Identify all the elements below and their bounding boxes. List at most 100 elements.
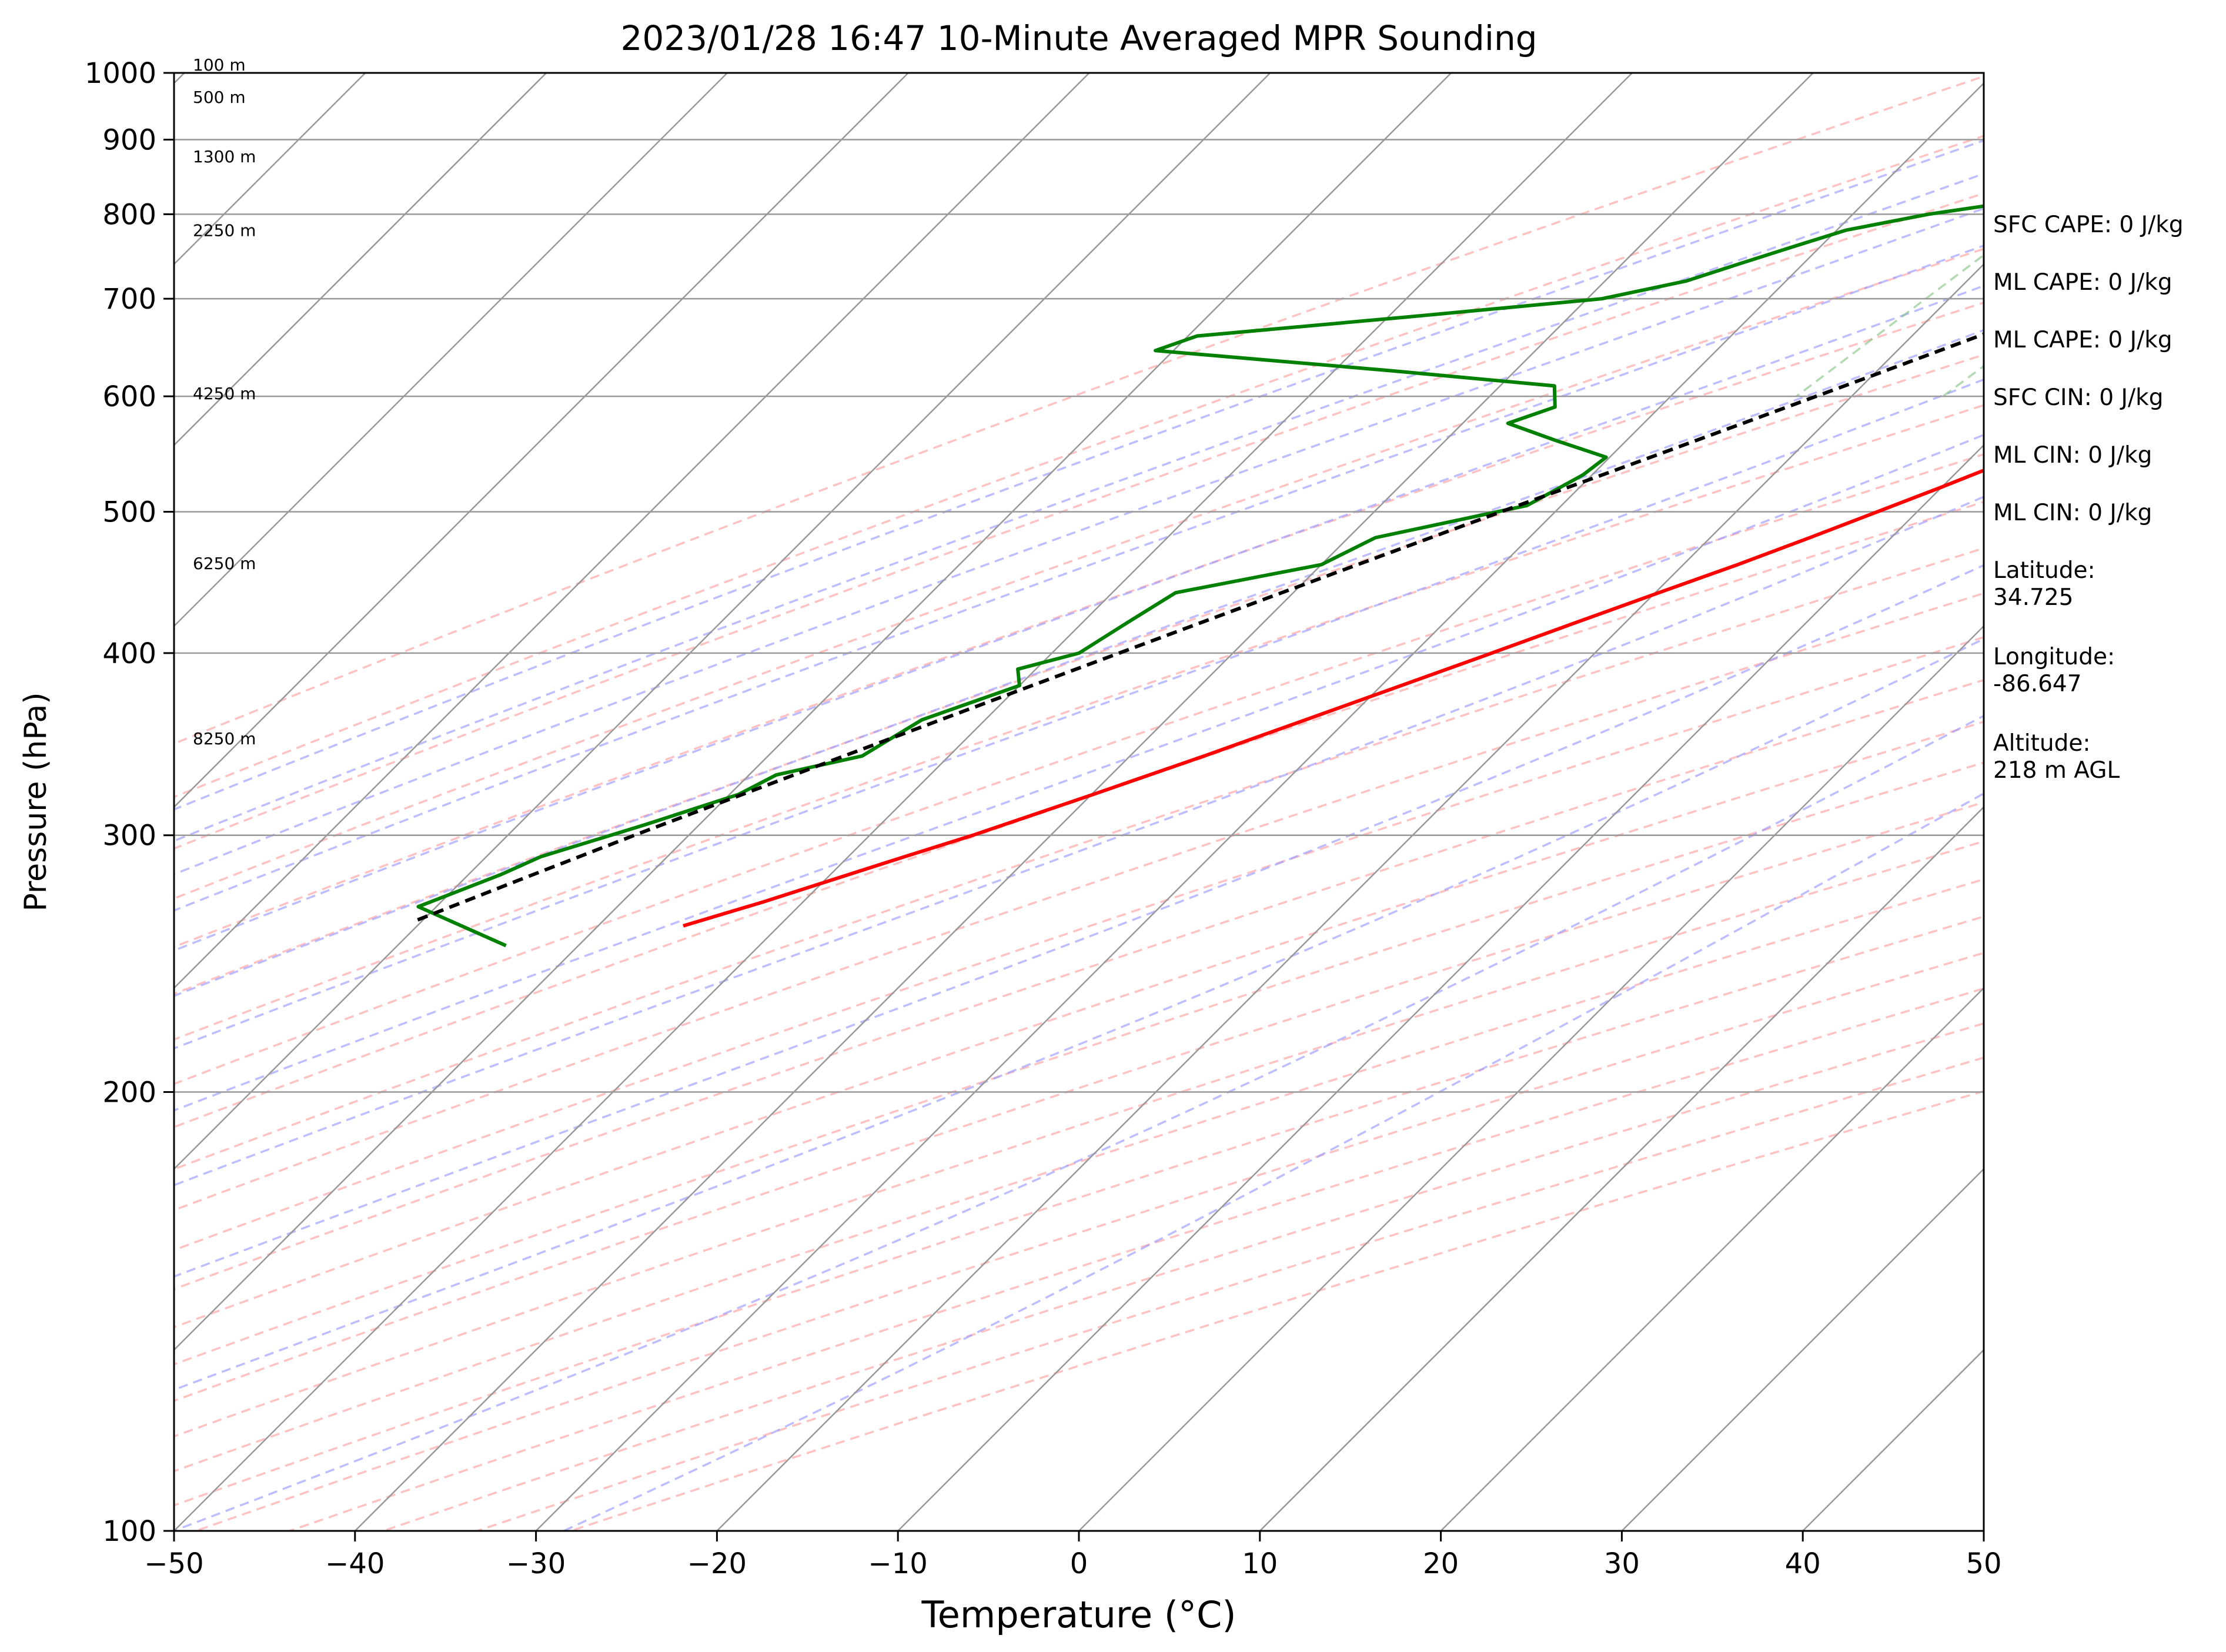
y-tick-label: 200 bbox=[102, 1076, 156, 1109]
x-tick-label: −20 bbox=[687, 1547, 747, 1580]
chart-title: 2023/01/28 16:47 10-Minute Averaged MPR … bbox=[620, 18, 1537, 58]
y-tick-label: 800 bbox=[102, 198, 156, 231]
dry-adiabat-line bbox=[174, 192, 1984, 850]
height-label: 8250 m bbox=[193, 729, 256, 748]
moist-adiabat-line bbox=[174, 714, 1984, 1531]
sfc-cin-text: SFC CIN: 0 J/kg bbox=[1993, 384, 2164, 412]
height-label: 4250 m bbox=[193, 384, 256, 403]
sounding-info-panel: SFC CAPE: 0 J/kg ML CAPE: 0 J/kg ML CAPE… bbox=[1993, 212, 2184, 815]
x-tick-label: 20 bbox=[1423, 1547, 1459, 1580]
dry-adiabat-line bbox=[174, 500, 1984, 1128]
x-tick-label: −30 bbox=[506, 1547, 566, 1580]
height-label: 1300 m bbox=[193, 147, 256, 166]
isotherm-line bbox=[174, 73, 1633, 1531]
isotherm-line bbox=[897, 444, 1984, 1531]
moist-adiabat-line bbox=[174, 172, 1984, 842]
isotherm-line bbox=[354, 73, 1814, 1531]
latitude-text: Latitude: 34.725 bbox=[1993, 557, 2095, 611]
x-axis: −50 −40 −30 −20 −10 0 10 20 30 40 50 bbox=[144, 1531, 2002, 1580]
ml-cape-text: ML CAPE: 0 J/kg bbox=[1993, 269, 2172, 296]
dry-adiabat-line bbox=[174, 353, 1984, 995]
moist-adiabat-line bbox=[174, 637, 1984, 1391]
dry-adiabat-line bbox=[174, 248, 1984, 900]
moist-adiabat-line bbox=[174, 139, 1984, 811]
dry-adiabat-line bbox=[174, 75, 1984, 745]
x-tick-label: −50 bbox=[144, 1547, 203, 1580]
isotherm-line bbox=[1259, 806, 1984, 1531]
ml-cape-text-2: ML CAPE: 0 J/kg bbox=[1993, 327, 2172, 354]
height-labels: 100 m 500 m 1300 m 2250 m 4250 m 6250 m 8250 m bbox=[193, 55, 256, 748]
dry-adiabat-line bbox=[174, 404, 1984, 1041]
dry-adiabat-line bbox=[174, 678, 1984, 1290]
dry-adiabat-line bbox=[289, 987, 1984, 1531]
y-tick-label: 700 bbox=[102, 283, 156, 316]
y-tick-label: 300 bbox=[102, 820, 156, 852]
x-tick-label: 30 bbox=[1604, 1547, 1640, 1580]
x-tick-label: 0 bbox=[1070, 1547, 1088, 1580]
dry-adiabat-line bbox=[174, 761, 1984, 1366]
isotherm-line bbox=[1440, 986, 1984, 1531]
plot-frame bbox=[173, 72, 1985, 1532]
dry-adiabat-line bbox=[174, 840, 1984, 1438]
dry-adiabat-line bbox=[174, 801, 1984, 1402]
dry-adiabat-line bbox=[174, 636, 1984, 1252]
height-label: 2250 m bbox=[193, 221, 256, 240]
x-tick-label: −10 bbox=[868, 1547, 928, 1580]
y-axis-label: Pressure (hPa) bbox=[18, 693, 54, 912]
ml-cin-text-2: ML CIN: 0 J/kg bbox=[1993, 500, 2153, 527]
sfc-cape-text: SFC CAPE: 0 J/kg bbox=[1993, 212, 2184, 238]
isotherm-line bbox=[535, 82, 1984, 1531]
isotherm-line bbox=[174, 73, 1271, 1171]
dry-adiabat-line bbox=[174, 547, 1984, 1171]
y-tick-label: 1000 bbox=[85, 57, 156, 90]
moist-adiabat-line bbox=[174, 329, 1984, 997]
longitude-text: Longitude: -86.647 bbox=[1993, 644, 2115, 698]
moist-adiabat-line bbox=[174, 207, 1984, 876]
moist-adiabat-line bbox=[174, 496, 1984, 1186]
moist-adiabat-line bbox=[174, 378, 1984, 1050]
isotherm-line bbox=[174, 73, 366, 266]
x-tick-label: 10 bbox=[1242, 1547, 1278, 1580]
isotherm-line bbox=[1078, 625, 1984, 1531]
height-label: 100 m bbox=[193, 55, 246, 75]
height-label: 6250 m bbox=[193, 554, 256, 573]
y-tick-label: 600 bbox=[102, 380, 156, 413]
moist-adiabat-line bbox=[174, 244, 1984, 912]
temperature-line bbox=[683, 468, 1984, 928]
parcel-line bbox=[414, 332, 1984, 923]
y-axis: 1000 900 800 700 600 500 400 300 200 100 bbox=[85, 57, 174, 1548]
dry-adiabat-line bbox=[174, 453, 1984, 1085]
dry-adiabat-line bbox=[174, 301, 1984, 948]
altitude-text: Altitude: 218 m AGL bbox=[1993, 730, 2120, 784]
background-lines bbox=[174, 73, 1984, 1531]
y-tick-label: 500 bbox=[102, 496, 156, 529]
moist-adiabat-line bbox=[174, 564, 1984, 1278]
isotherm-line bbox=[174, 73, 728, 627]
dry-adiabat-line bbox=[383, 1022, 1984, 1531]
isotherm-line bbox=[1621, 1168, 1984, 1531]
dry-adiabat-line bbox=[570, 1090, 1984, 1531]
height-label: 500 m bbox=[193, 88, 246, 107]
dewpoint-line bbox=[416, 204, 1984, 948]
x-tick-label: 40 bbox=[1785, 1547, 1821, 1580]
isotherm-line bbox=[174, 73, 1090, 989]
dry-adiabat-line bbox=[174, 720, 1984, 1329]
moist-adiabat-line bbox=[563, 792, 1984, 1531]
y-tick-label: 900 bbox=[102, 123, 156, 156]
dry-adiabat-line bbox=[174, 135, 1984, 798]
x-tick-label: −40 bbox=[325, 1547, 385, 1580]
isotherm-line bbox=[716, 263, 1984, 1531]
moist-adiabat-line bbox=[174, 285, 1984, 952]
ml-cin-text: ML CIN: 0 J/kg bbox=[1993, 442, 2153, 469]
x-tick-label: 50 bbox=[1966, 1547, 2001, 1580]
x-axis-label: Temperature (°C) bbox=[921, 1593, 1236, 1636]
isotherm-line bbox=[174, 73, 547, 446]
data-lines bbox=[414, 204, 1984, 948]
mixing-ratio-line bbox=[1796, 253, 1984, 397]
y-tick-label: 400 bbox=[102, 637, 156, 670]
dry-adiabat-line bbox=[476, 1056, 1984, 1531]
dry-adiabat-line bbox=[174, 592, 1984, 1212]
isotherm-line bbox=[174, 73, 909, 808]
moist-adiabat-line bbox=[174, 433, 1984, 1112]
